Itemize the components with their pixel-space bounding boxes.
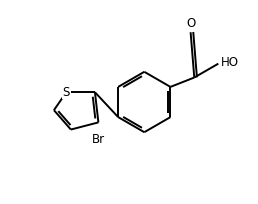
Text: Br: Br (92, 133, 105, 146)
Text: HO: HO (221, 56, 239, 69)
Text: S: S (63, 86, 70, 99)
Text: O: O (186, 17, 195, 30)
